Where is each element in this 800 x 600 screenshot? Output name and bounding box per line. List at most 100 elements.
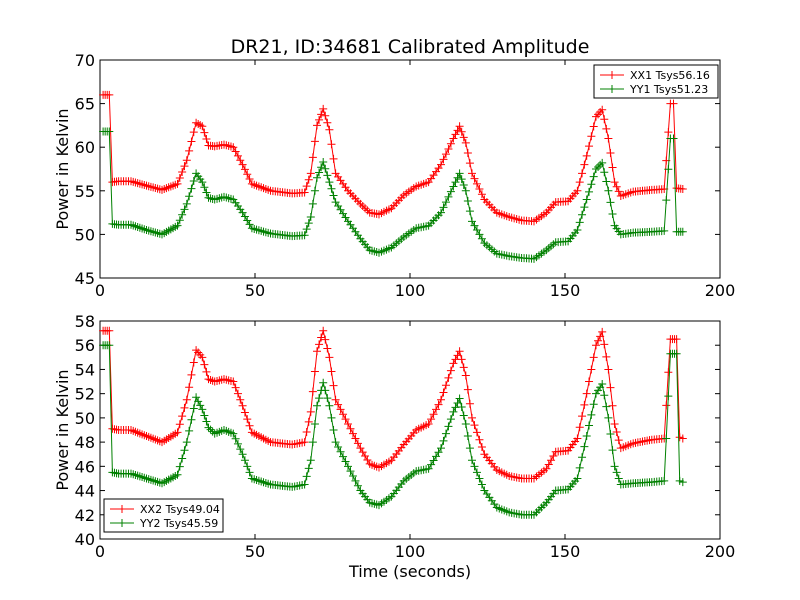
data-point xyxy=(187,370,196,379)
data-point xyxy=(598,158,607,167)
data-point xyxy=(344,419,352,428)
data-point xyxy=(592,389,600,398)
data-point xyxy=(149,183,158,192)
data-point xyxy=(446,366,455,375)
data-point xyxy=(465,207,474,216)
data-point xyxy=(582,389,591,398)
x-tick-label: 50 xyxy=(245,281,265,300)
data-point xyxy=(206,194,215,203)
data-point xyxy=(434,448,443,457)
data-point xyxy=(470,462,479,471)
data-point xyxy=(468,169,476,178)
data-point xyxy=(600,391,609,400)
data-point xyxy=(182,395,191,404)
data-point xyxy=(243,170,252,179)
data-point xyxy=(243,462,252,471)
data-point xyxy=(463,149,472,158)
data-point xyxy=(146,475,155,484)
data-point xyxy=(323,171,332,180)
data-point xyxy=(678,185,687,194)
data-point xyxy=(573,186,582,195)
data-point xyxy=(180,403,189,412)
data-point xyxy=(441,198,450,207)
data-point xyxy=(300,438,309,447)
data-point xyxy=(424,419,433,428)
data-point xyxy=(138,180,147,189)
data-point xyxy=(604,365,613,374)
data-point xyxy=(453,126,462,135)
data-point xyxy=(439,388,448,397)
data-point xyxy=(310,186,319,195)
data-point xyxy=(669,99,678,108)
data-point xyxy=(455,122,464,131)
data-point xyxy=(598,327,607,336)
data-point xyxy=(582,151,591,160)
data-point xyxy=(610,178,619,187)
data-point xyxy=(339,410,348,419)
data-point xyxy=(461,419,470,428)
data-point xyxy=(424,464,433,473)
data-point xyxy=(198,405,207,414)
data-point xyxy=(245,175,254,184)
data-point xyxy=(131,470,140,479)
data-point xyxy=(612,182,621,191)
data-point xyxy=(142,474,151,483)
data-point xyxy=(575,218,584,227)
data-point xyxy=(138,473,147,482)
x-tick-label: 50 xyxy=(245,542,265,561)
data-point xyxy=(240,408,249,417)
data-point xyxy=(614,436,623,445)
x-tick-label: 0 xyxy=(95,281,105,300)
data-point xyxy=(608,446,617,455)
data-point xyxy=(606,198,615,207)
data-point xyxy=(470,221,479,230)
data-point xyxy=(600,340,609,349)
data-point xyxy=(325,353,334,362)
data-point xyxy=(308,438,317,447)
data-point xyxy=(306,456,315,465)
data-point xyxy=(133,223,142,232)
data-point xyxy=(573,474,582,483)
data-point xyxy=(321,386,330,395)
data-point xyxy=(155,478,164,487)
data-point xyxy=(327,413,336,422)
data-point xyxy=(468,456,476,465)
data-point xyxy=(549,452,558,461)
data-point xyxy=(351,434,360,443)
data-point xyxy=(594,336,603,345)
data-point xyxy=(302,225,311,234)
data-point xyxy=(477,234,486,243)
data-point xyxy=(317,110,326,119)
data-point xyxy=(313,121,321,130)
data-point xyxy=(455,394,464,403)
data-point xyxy=(231,147,240,156)
data-point xyxy=(439,203,448,212)
data-point xyxy=(233,389,242,398)
data-point xyxy=(596,160,605,169)
data-point xyxy=(575,178,584,187)
data-point xyxy=(669,134,678,143)
data-point xyxy=(432,452,441,461)
data-point xyxy=(592,341,600,350)
data-point xyxy=(457,402,466,411)
data-point xyxy=(192,118,201,127)
legend-box xyxy=(593,64,719,99)
data-point xyxy=(202,367,211,376)
data-point xyxy=(149,227,158,236)
data-point xyxy=(236,445,245,454)
data-point xyxy=(185,426,194,435)
data-point xyxy=(580,203,589,212)
data-point xyxy=(610,462,619,471)
data-point xyxy=(587,365,596,374)
data-point xyxy=(317,333,326,342)
data-point xyxy=(334,400,343,409)
data-point xyxy=(329,381,338,390)
data-point xyxy=(175,462,184,471)
data-point xyxy=(238,450,247,459)
data-point xyxy=(580,442,589,451)
data-point xyxy=(461,371,470,380)
data-point xyxy=(472,226,481,235)
data-point xyxy=(463,196,472,205)
data-point xyxy=(589,353,598,362)
data-point xyxy=(587,180,596,189)
